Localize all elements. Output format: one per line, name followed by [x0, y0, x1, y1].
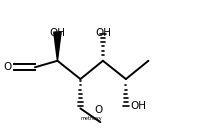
Polygon shape [54, 32, 61, 61]
Text: O: O [4, 62, 12, 72]
Text: methoxy: methoxy [81, 116, 102, 121]
Text: OH: OH [95, 28, 111, 38]
Text: OH: OH [49, 28, 65, 38]
Text: OH: OH [130, 101, 146, 111]
Text: O: O [94, 105, 102, 115]
